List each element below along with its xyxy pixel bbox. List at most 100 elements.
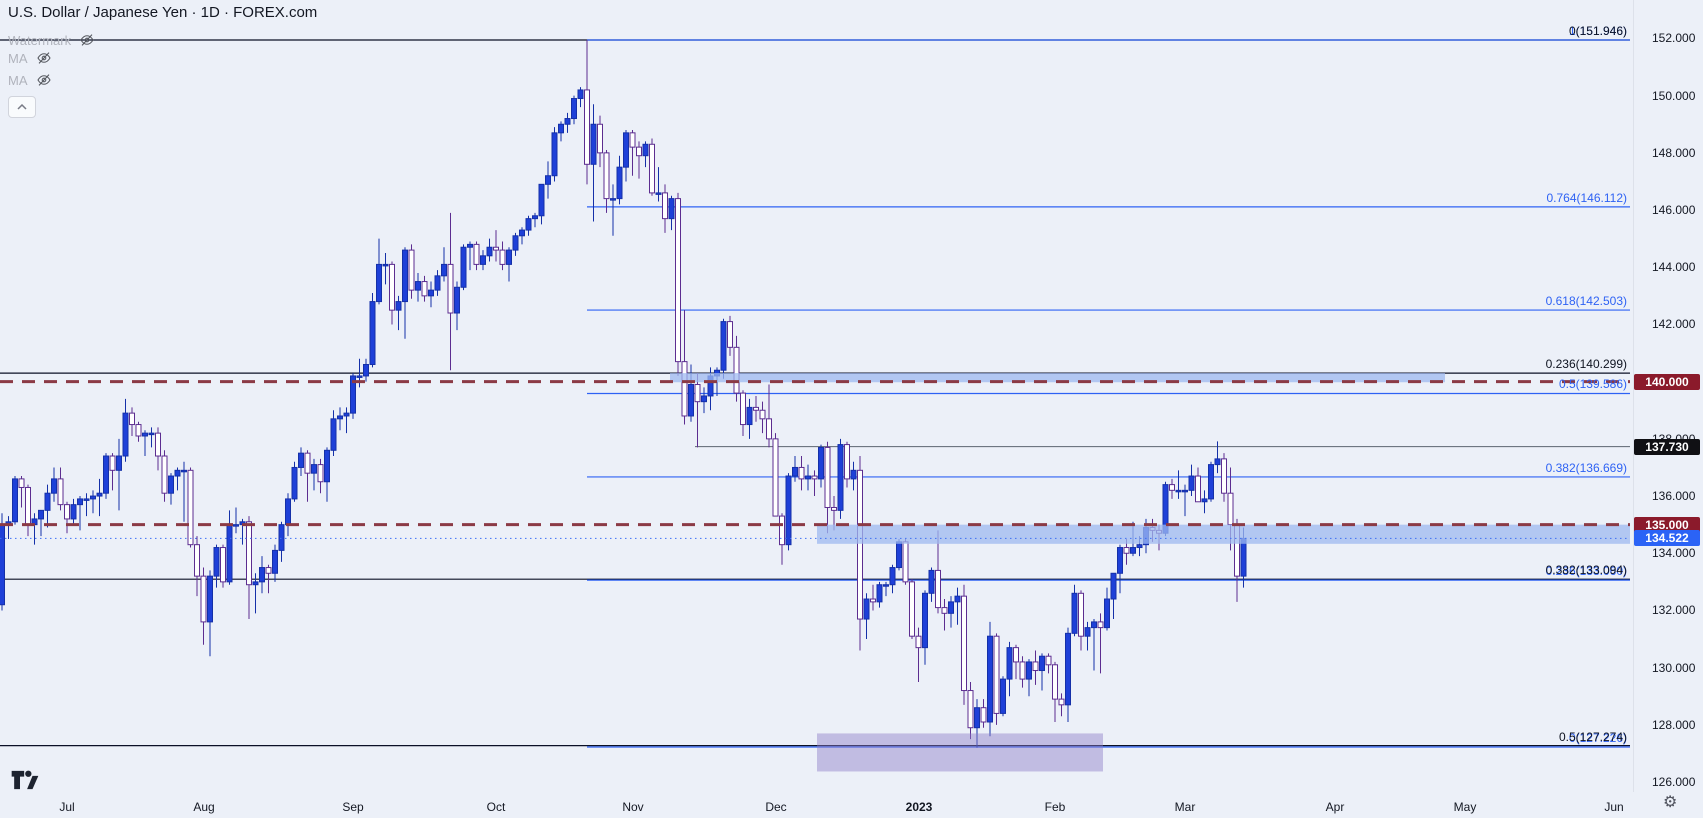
candle-body <box>486 246 493 257</box>
candle-body <box>584 89 590 165</box>
candle-body <box>499 249 506 265</box>
candle-body <box>1104 598 1110 629</box>
candle-body <box>870 598 876 603</box>
eye-off-icon[interactable] <box>36 50 52 66</box>
candle-body <box>1130 547 1136 554</box>
candle-body <box>558 123 564 134</box>
candle-body <box>1214 458 1221 466</box>
collapse-legend-button[interactable] <box>8 96 36 118</box>
candle-body <box>161 455 168 494</box>
time-tick-label: Jul <box>59 800 75 814</box>
candle-body <box>1045 655 1052 666</box>
candle-body <box>1123 547 1130 554</box>
candle-body <box>25 486 31 526</box>
candle-body <box>57 478 64 506</box>
candle-body <box>350 375 356 414</box>
candle-body <box>577 89 584 100</box>
candle-body <box>1006 647 1013 680</box>
candle-body <box>883 584 889 587</box>
candle-body <box>96 492 103 497</box>
price-label-plate: 135.000 <box>1634 516 1700 533</box>
time-tick-label: Jun <box>1604 800 1624 814</box>
candle-body <box>1071 592 1078 634</box>
price-tick-label: 132.000 <box>1652 603 1696 618</box>
price-axis[interactable]: 152.000 150.000 148.000 146.000 144.000 142.0… <box>1632 0 1703 792</box>
candle-body <box>44 492 51 511</box>
candle-body <box>473 243 480 265</box>
candle-body <box>187 469 194 546</box>
candle-body <box>12 478 18 523</box>
candle-body <box>922 592 928 649</box>
candle-body <box>896 541 902 569</box>
candle-body <box>941 607 948 614</box>
candle-body <box>733 346 740 394</box>
candle-body <box>77 498 83 506</box>
candle-body <box>155 432 161 457</box>
candle-body <box>545 175 551 185</box>
candle-body <box>382 263 389 267</box>
candle-body <box>311 464 317 474</box>
candle-body <box>1110 572 1117 600</box>
candle-body <box>1000 678 1006 714</box>
candle-body <box>265 567 272 574</box>
candle-body <box>1019 661 1026 680</box>
candle-body <box>447 263 454 314</box>
candle-body <box>681 361 688 417</box>
candle-body <box>649 143 655 194</box>
candle-body <box>1117 547 1123 574</box>
candle-body <box>1169 484 1175 491</box>
candle-body <box>532 215 538 220</box>
candle-body <box>668 198 675 220</box>
candle-body <box>116 455 122 471</box>
candle-body <box>395 301 402 311</box>
candle-body <box>207 575 213 623</box>
candle-body <box>148 432 155 436</box>
price-tick-label: 150.000 <box>1652 88 1696 103</box>
candle-body <box>909 581 915 637</box>
candle-body <box>792 466 798 477</box>
candle-body <box>727 321 733 348</box>
time-axis[interactable]: Jul Aug Sep Oct Nov Dec 2023 Feb Mar Apr May Jun <box>0 792 1632 818</box>
price-tick-label: 148.000 <box>1652 145 1696 160</box>
candle-body <box>441 263 447 277</box>
symbol-title: U.S. Dollar / Japanese Yen · 1D · FOREX.… <box>8 4 318 21</box>
price-axis-border <box>1633 0 1634 792</box>
candle-body <box>246 521 252 586</box>
candle-body <box>1227 492 1234 526</box>
candle-body <box>811 475 818 480</box>
candle-body <box>356 375 363 378</box>
candle-body <box>337 415 343 420</box>
candle-body <box>616 166 623 200</box>
candle-body <box>408 249 415 291</box>
candle-body <box>1136 544 1143 549</box>
candle-body <box>948 601 954 614</box>
candle-body <box>252 581 259 586</box>
candle-body <box>512 235 519 251</box>
price-tick-label: 130.000 <box>1652 660 1696 675</box>
candle-body <box>740 392 746 426</box>
candle-body <box>122 412 129 457</box>
gear-icon[interactable]: ⚙ <box>1663 794 1678 811</box>
candle-body <box>434 275 441 291</box>
candle-body <box>467 243 473 248</box>
candle-body <box>993 635 1000 714</box>
price-tick-label: 144.000 <box>1652 260 1696 275</box>
candle-body <box>428 289 434 297</box>
tradingview-logo[interactable] <box>10 768 40 797</box>
time-tick-label: Sep <box>342 800 364 814</box>
candle-body <box>1182 489 1188 493</box>
candle-body <box>525 218 532 231</box>
eye-off-icon[interactable] <box>79 32 95 48</box>
time-tick-label: May <box>1453 800 1477 814</box>
candle-body <box>506 249 512 265</box>
candle-body <box>759 409 766 420</box>
candle-body <box>915 635 922 649</box>
candle-body <box>109 455 116 471</box>
price-tick-label: 142.000 <box>1652 317 1696 332</box>
candle-body <box>597 123 603 154</box>
candle-body <box>363 363 369 377</box>
candle-body <box>863 598 870 620</box>
eye-off-icon[interactable] <box>36 72 52 88</box>
candle-body <box>0 524 5 606</box>
